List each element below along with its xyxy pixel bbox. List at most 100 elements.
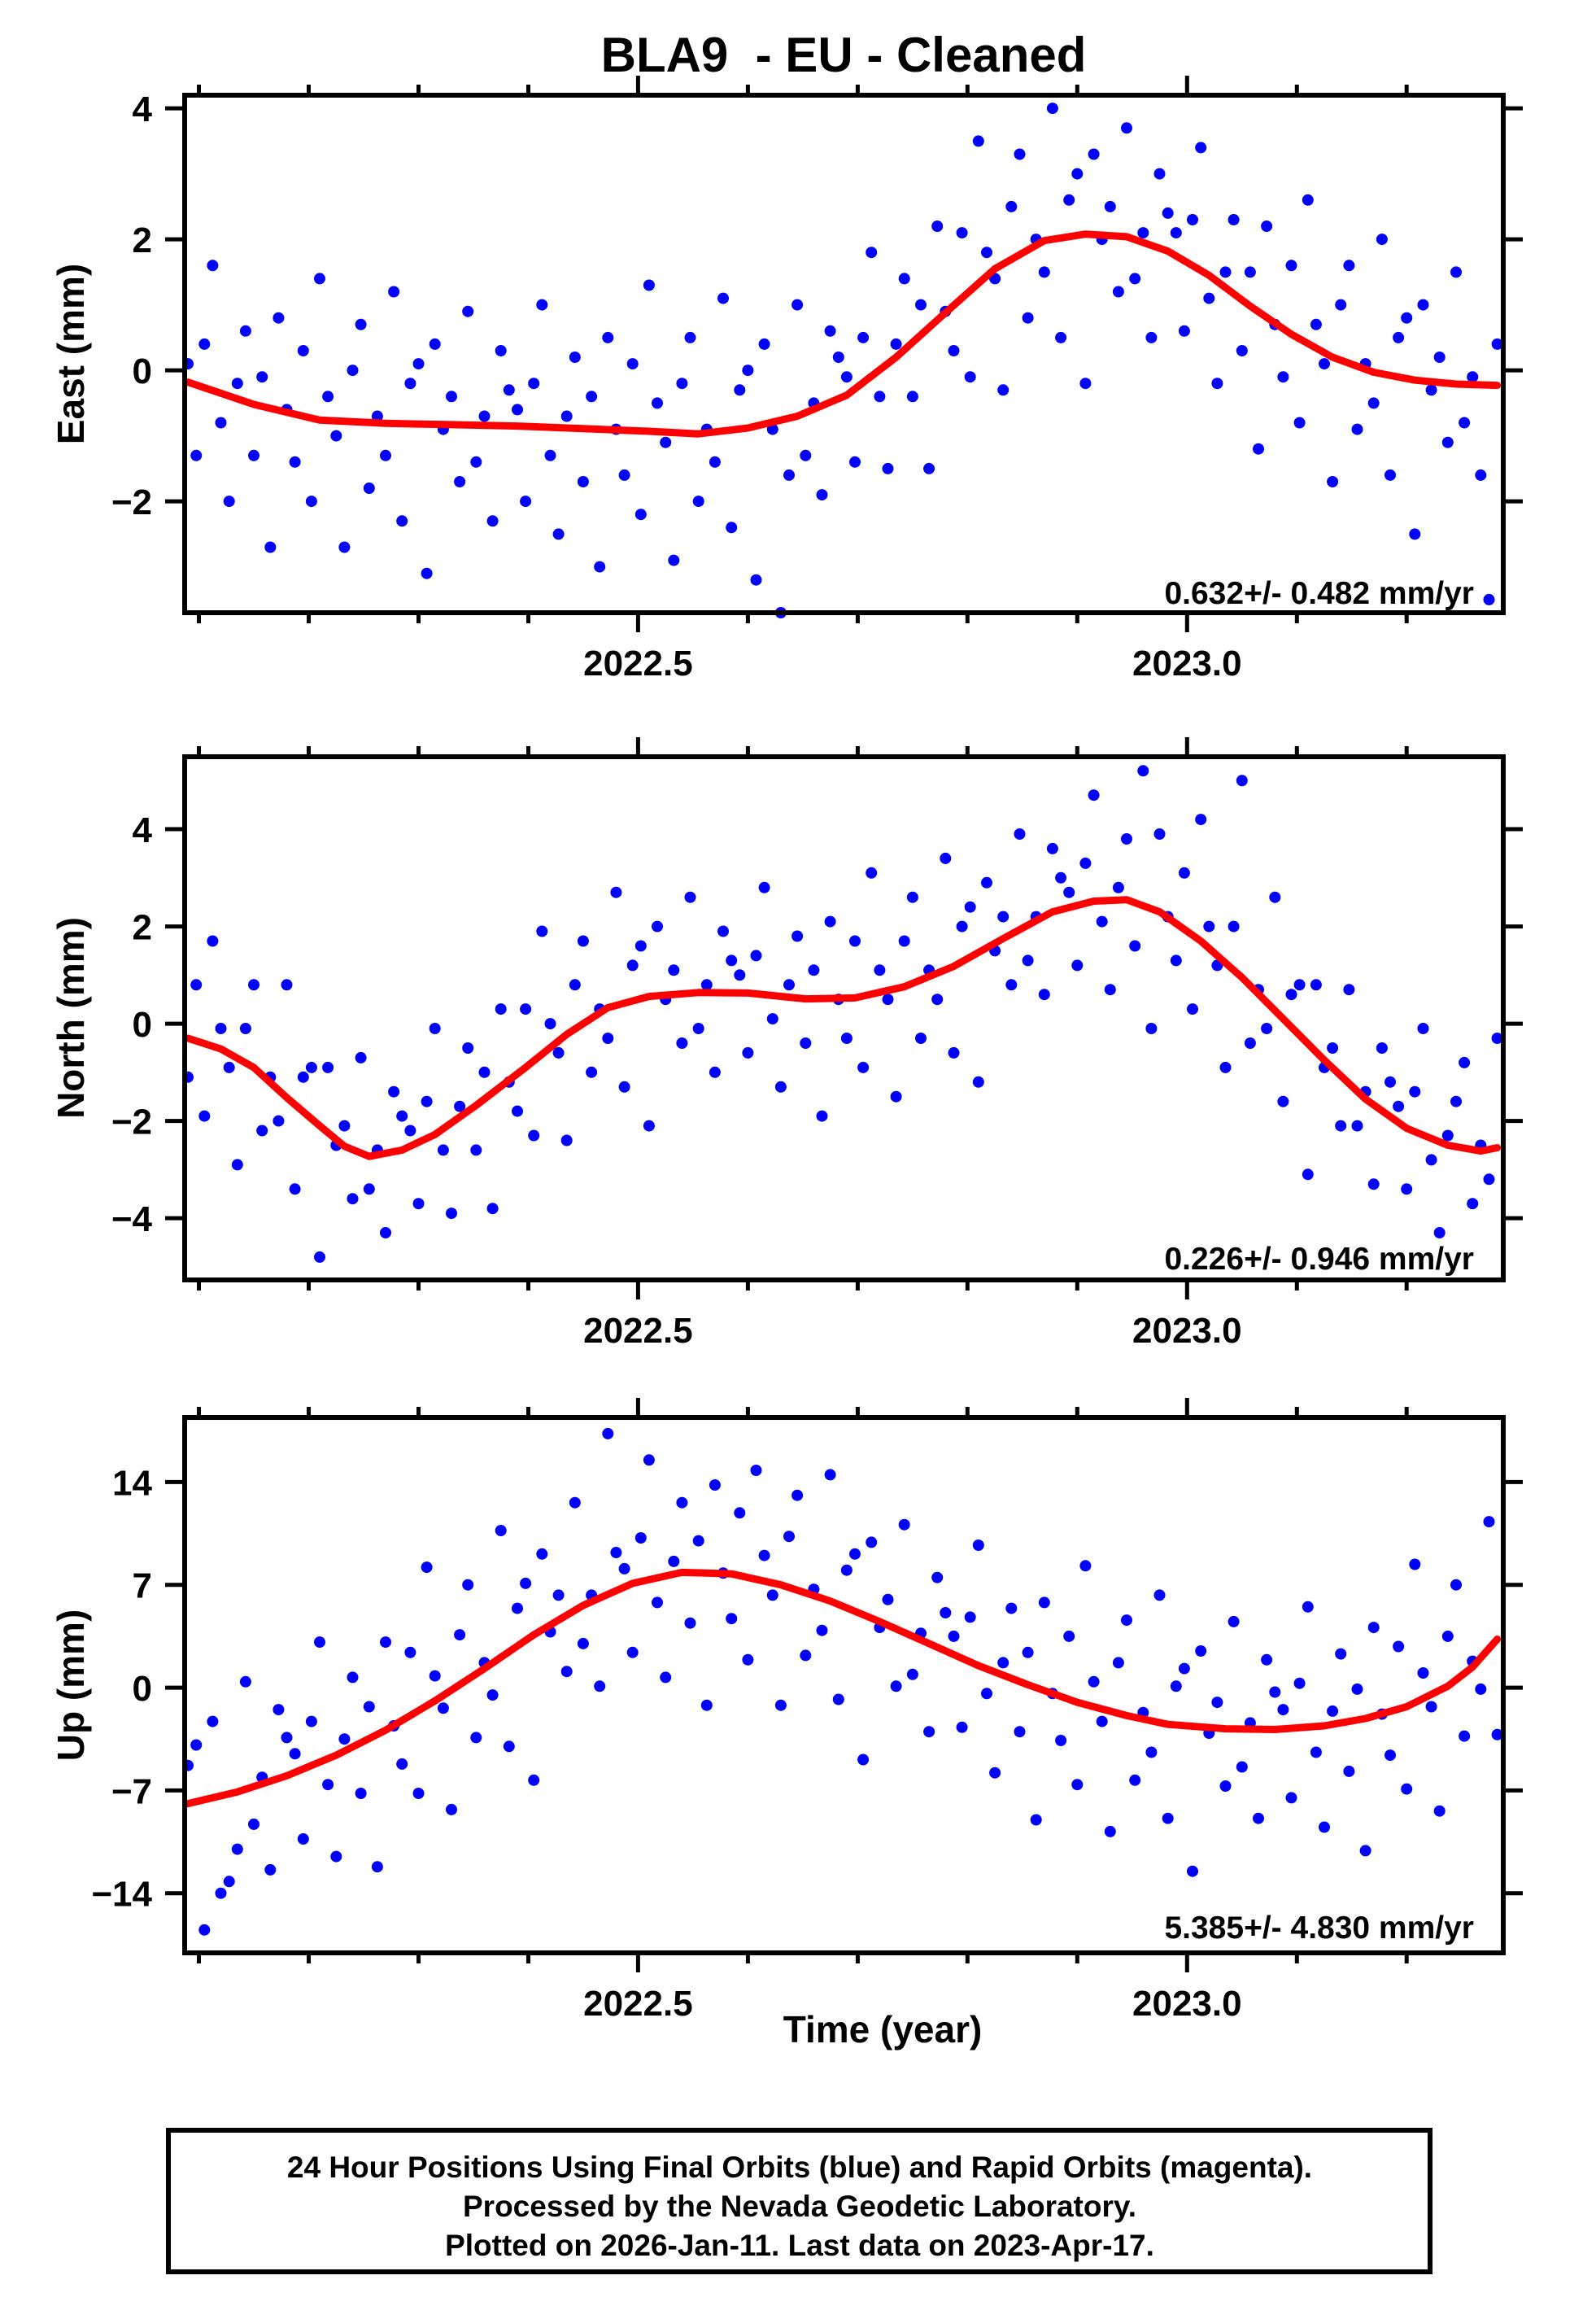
east-data-point: [552, 528, 565, 540]
north-data-point: [536, 925, 548, 937]
east-data-point: [717, 292, 729, 304]
up-data-point: [462, 1579, 474, 1591]
north-data-point: [874, 964, 886, 976]
north-data-point: [1393, 1100, 1405, 1112]
north-data-point: [956, 920, 968, 932]
east-data-point: [371, 410, 383, 422]
north-data-point: [528, 1129, 540, 1142]
north-plot-frame: [182, 754, 1506, 1282]
east-data-point: [404, 378, 416, 390]
up-data-point: [783, 1531, 795, 1543]
up-data-point: [1269, 1686, 1281, 1698]
east-data-point: [1088, 148, 1100, 160]
east-data-point: [1302, 194, 1314, 206]
north-data-point: [709, 1066, 721, 1078]
north-data-point: [750, 950, 762, 962]
up-data-point: [215, 1887, 227, 1899]
north-data-point: [890, 1090, 902, 1103]
up-data-point: [396, 1758, 408, 1770]
north-data-point: [692, 1023, 704, 1034]
up-x-tick-label: 2022.5: [583, 1984, 693, 2024]
up-y-tick-label: 7: [133, 1566, 152, 1606]
east-data-point: [330, 430, 342, 442]
east-data-point: [692, 496, 704, 508]
east-data-point: [560, 410, 573, 422]
north-data-point: [552, 1046, 565, 1059]
up-data-point: [1195, 1645, 1207, 1657]
north-data-point: [446, 1208, 457, 1220]
up-data-point: [972, 1540, 984, 1551]
up-data-point: [602, 1427, 614, 1439]
north-data-point: [742, 1046, 754, 1059]
north-data-point: [766, 1013, 778, 1025]
footer-line-2: Processed by the Nevada Geodetic Laborat…: [463, 2190, 1136, 2223]
east-data-point: [882, 462, 894, 474]
east-data-point: [1211, 378, 1223, 390]
north-data-point: [1219, 1061, 1232, 1073]
east-data-point: [1195, 142, 1207, 154]
footer-line-3: Plotted on 2026-Jan-11. Last data on 202…: [445, 2229, 1154, 2262]
up-data-point: [1409, 1558, 1421, 1570]
east-data-point: [462, 305, 474, 317]
east-data-point: [446, 391, 457, 403]
up-data-point: [1417, 1667, 1429, 1679]
up-data-point: [1162, 1812, 1174, 1824]
north-data-point: [1335, 1120, 1347, 1132]
north-data-point: [676, 1037, 688, 1049]
east-data-point: [1079, 378, 1092, 390]
east-data-point: [1046, 103, 1058, 115]
east-data-point: [734, 384, 746, 396]
north-data-point: [355, 1051, 367, 1063]
up-data-point: [198, 1924, 211, 1936]
east-data-point: [618, 469, 630, 481]
east-data-point: [1310, 318, 1322, 330]
up-data-point: [1302, 1601, 1314, 1613]
up-data-point: [1285, 1792, 1297, 1804]
up-data-point: [652, 1596, 663, 1609]
up-data-point: [412, 1788, 425, 1799]
east-data-point: [520, 496, 532, 508]
north-data-point: [610, 886, 622, 898]
east-data-point: [536, 299, 548, 311]
north-data-point: [1261, 1023, 1273, 1034]
east-data-point: [1236, 345, 1248, 356]
up-data-point: [297, 1833, 309, 1845]
east-data-point: [1104, 200, 1116, 212]
up-data-point: [273, 1704, 285, 1716]
east-data-point: [215, 417, 227, 429]
east-data-point: [824, 325, 836, 337]
north-data-point: [454, 1100, 466, 1112]
east-plot-frame: [182, 93, 1506, 615]
east-data-point: [544, 449, 556, 461]
up-y-tick-label: 0: [133, 1669, 152, 1709]
up-data-point: [503, 1740, 515, 1753]
north-data-point: [1417, 1023, 1429, 1034]
east-data-point: [577, 476, 589, 487]
north-data-point: [1187, 1003, 1198, 1015]
north-data-point: [618, 1081, 630, 1093]
north-data-point: [866, 867, 878, 879]
east-data-point: [1005, 200, 1018, 212]
up-data-point: [454, 1629, 466, 1641]
east-data-point: [652, 397, 663, 409]
up-data-point: [380, 1636, 391, 1649]
north-data-point: [297, 1071, 309, 1083]
east-data-point: [363, 483, 375, 494]
east-data-point: [1162, 207, 1174, 219]
up-data-point: [1211, 1697, 1223, 1709]
up-data-point: [692, 1535, 704, 1547]
north-data-point: [800, 1037, 812, 1049]
east-data-point: [1219, 266, 1232, 278]
up-data-point: [766, 1589, 778, 1601]
east-data-point: [1187, 214, 1198, 225]
east-tick-labels: 2022.5 2023.0 4 2 0 −2: [111, 90, 1242, 684]
east-data-point: [1203, 292, 1215, 304]
north-data-point: [412, 1198, 425, 1210]
up-data-point: [1055, 1735, 1067, 1746]
north-data-point: [1121, 833, 1132, 845]
north-data-point: [726, 954, 738, 967]
north-data-point: [1285, 989, 1297, 1001]
north-data-point: [652, 920, 663, 932]
east-data-point: [1285, 260, 1297, 272]
up-data-point: [882, 1593, 894, 1605]
